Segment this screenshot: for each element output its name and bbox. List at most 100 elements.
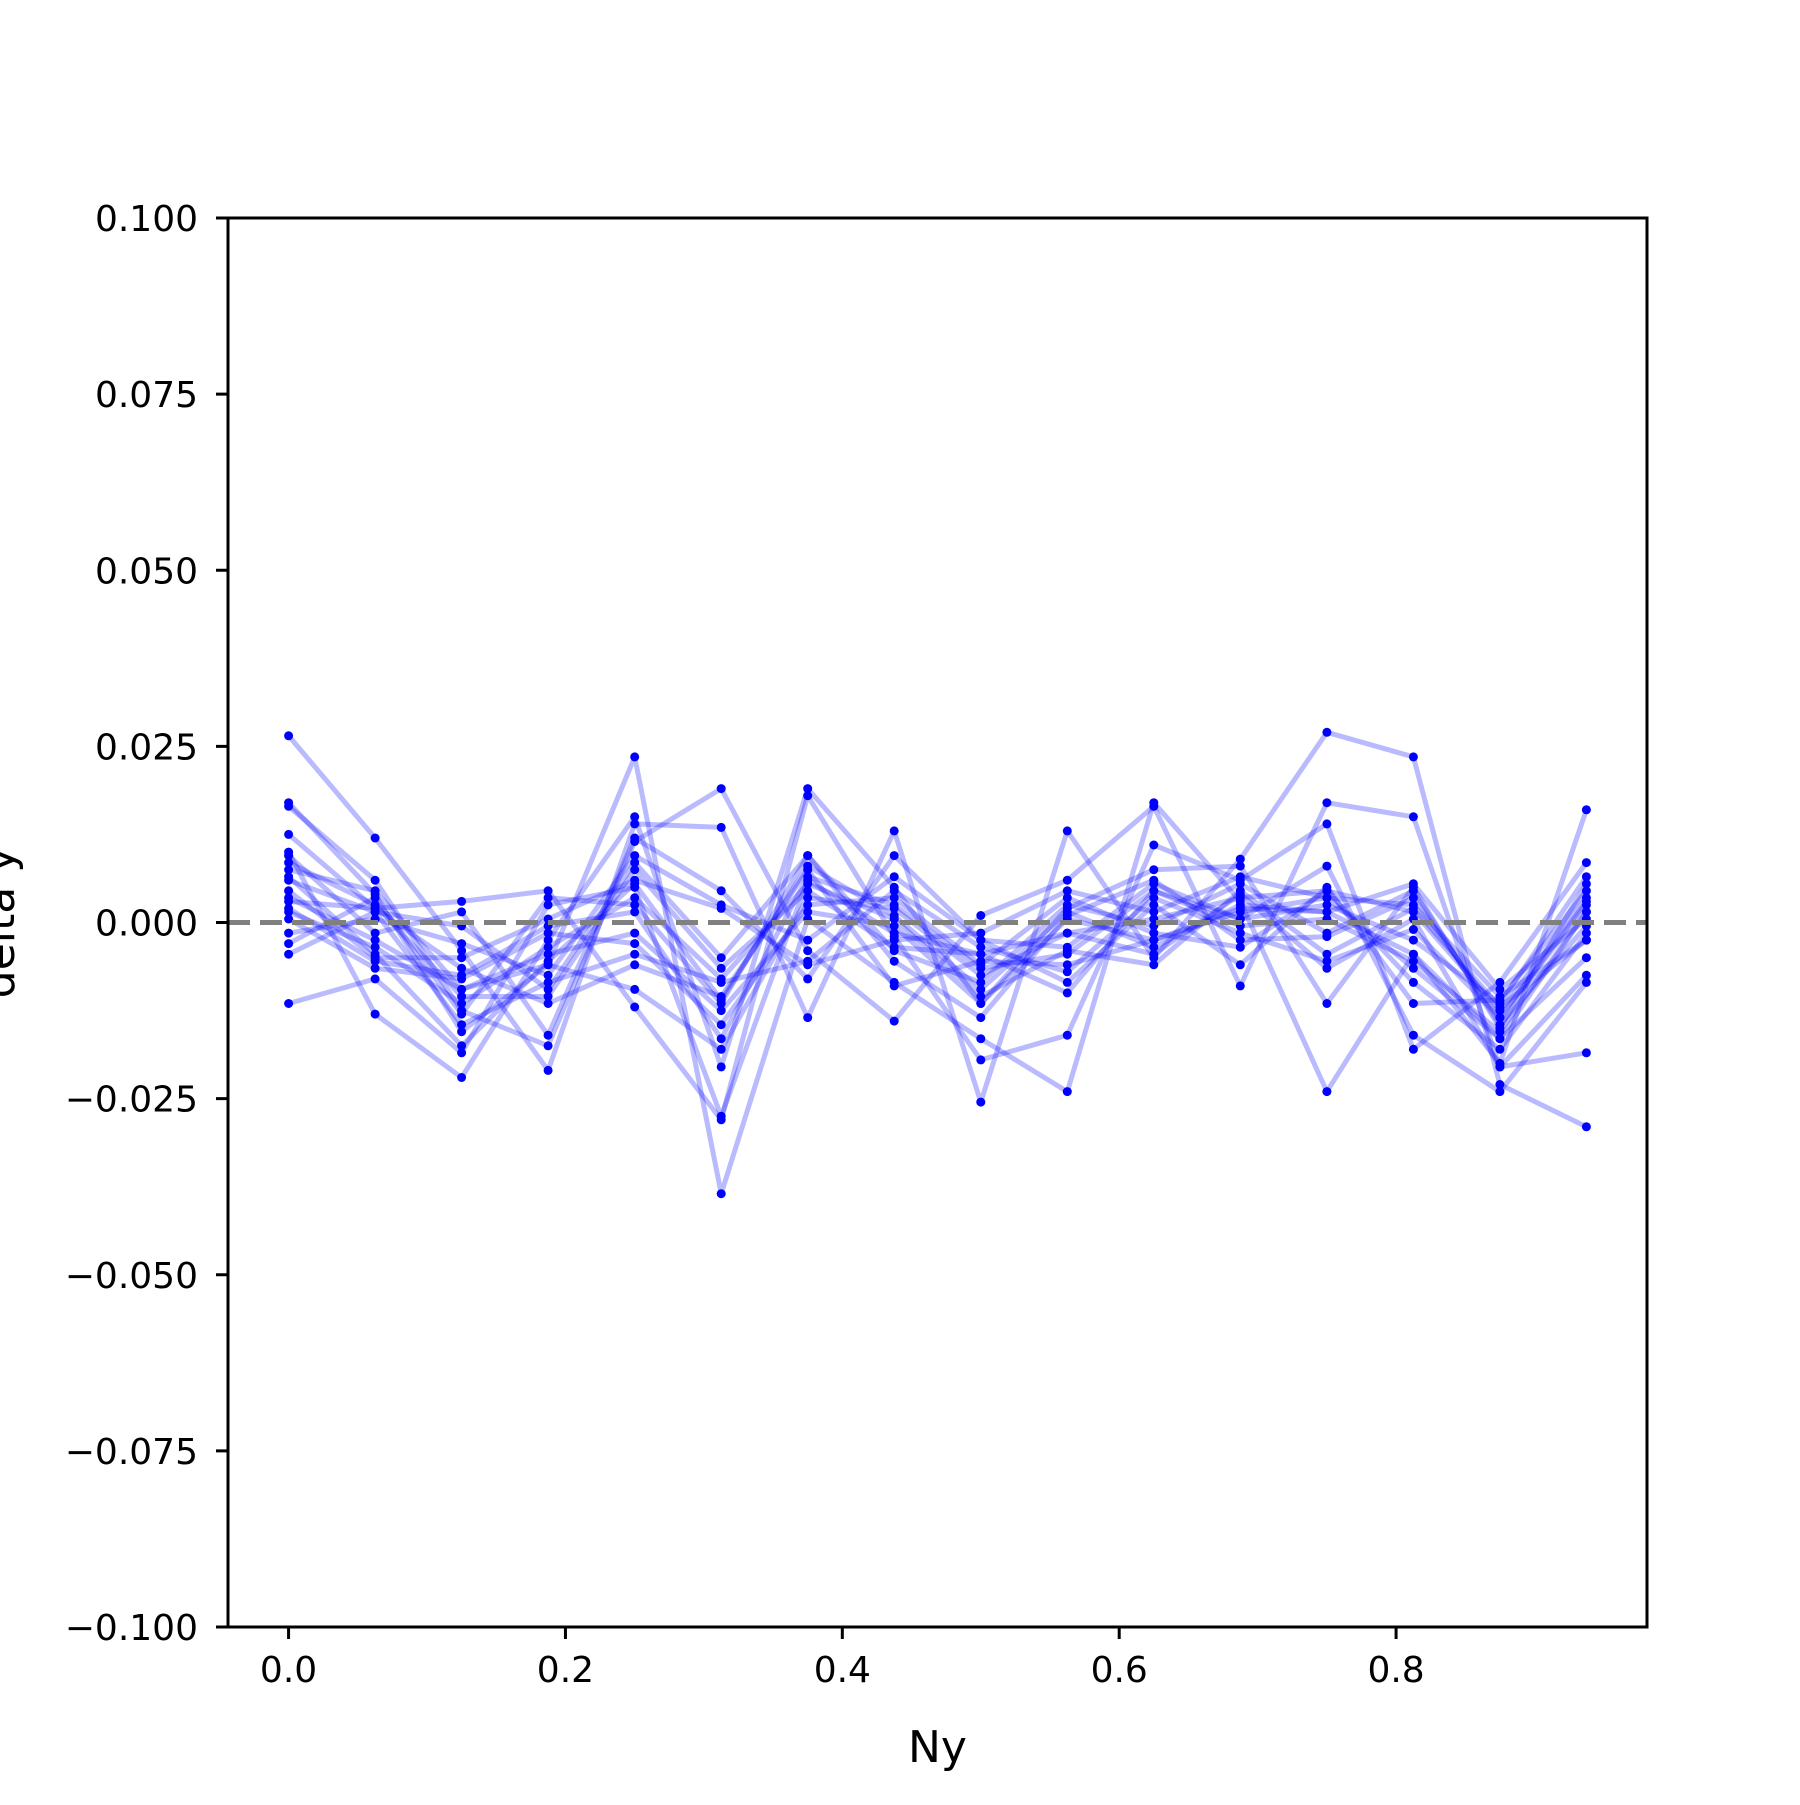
data-point: [370, 833, 380, 843]
data-point: [1322, 798, 1332, 808]
series-line-7: [286, 835, 1589, 1038]
data-point: [630, 939, 640, 949]
data-point: [889, 935, 899, 945]
data-point: [543, 999, 553, 1008]
data-point: [1062, 907, 1072, 917]
data-point: [1408, 900, 1418, 910]
data-point: [976, 1034, 986, 1044]
data-point: [370, 963, 380, 973]
data-point: [370, 974, 380, 984]
data-point: [1235, 886, 1245, 896]
data-point: [543, 1041, 553, 1051]
data-point: [716, 1062, 726, 1072]
data-point: [457, 992, 467, 1001]
y-tick-label: −0.100: [65, 1608, 198, 1649]
data-point: [1581, 935, 1591, 945]
data-point: [457, 1009, 467, 1019]
series-line-19: [287, 874, 1589, 1042]
data-point: [803, 784, 813, 794]
data-point: [1235, 935, 1245, 945]
data-point: [1408, 935, 1418, 945]
data-point: [457, 984, 467, 994]
data-point: [457, 953, 467, 963]
data-point: [1581, 953, 1591, 963]
data-point: [889, 886, 899, 896]
data-point: [803, 851, 813, 861]
data-point: [370, 956, 380, 966]
data-point: [1149, 879, 1159, 889]
data-point: [284, 858, 294, 868]
data-point: [1495, 992, 1505, 1001]
data-point: [1495, 1080, 1505, 1089]
data-point: [1062, 977, 1072, 987]
data-point: [976, 928, 986, 938]
data-point: [1408, 1044, 1418, 1054]
data-point: [889, 851, 899, 861]
data-point: [284, 801, 294, 811]
data-point: [1322, 956, 1332, 966]
data-point: [1581, 805, 1591, 815]
data-point: [716, 1189, 726, 1199]
data-point: [1322, 928, 1332, 938]
data-point: [457, 946, 467, 956]
y-tick-label: 0.000: [95, 904, 198, 945]
data-point: [1062, 949, 1072, 959]
data-point: [889, 911, 899, 920]
data-point: [630, 949, 640, 959]
series-line-8: [288, 867, 1589, 1070]
y-axis-label: delta y: [0, 847, 25, 998]
data-point: [1149, 801, 1159, 811]
data-point: [1235, 900, 1245, 910]
data-point: [1581, 872, 1591, 882]
data-point: [976, 1097, 986, 1107]
data-point: [1408, 977, 1418, 987]
data-point: [1062, 875, 1072, 885]
data-point: [1235, 981, 1245, 991]
data-point: [543, 942, 553, 952]
data-point: [1149, 960, 1159, 970]
series-layer: [284, 727, 1591, 1199]
data-point: [1235, 872, 1245, 882]
data-point: [716, 953, 726, 963]
data-point: [803, 956, 813, 966]
y-tick-label: −0.075: [65, 1432, 198, 1473]
data-point: [457, 1041, 467, 1051]
data-point: [1235, 942, 1245, 952]
data-point: [1581, 879, 1591, 889]
data-point: [1062, 960, 1072, 970]
data-point: [1149, 942, 1159, 952]
data-point: [1581, 886, 1591, 896]
data-point: [976, 970, 986, 980]
y-axis-ticks: −0.100 −0.075 −0.050 −0.025 0.000 0.025 0.050 0…: [65, 199, 228, 1649]
data-point: [1495, 1034, 1505, 1044]
data-point: [1322, 999, 1332, 1008]
data-point: [1581, 977, 1591, 987]
data-point: [630, 900, 640, 910]
series-line-3: [286, 786, 1587, 1070]
series-line-4: [286, 793, 1589, 1123]
data-point: [543, 956, 553, 966]
data-point: [1235, 960, 1245, 970]
data-point: [716, 822, 726, 832]
data-point: [803, 974, 813, 984]
data-point: [1495, 1006, 1505, 1016]
data-point: [976, 1055, 986, 1065]
x-axis-label: Ny: [908, 1722, 967, 1773]
data-point: [457, 999, 467, 1008]
data-point: [284, 903, 294, 913]
data-point: [1322, 861, 1332, 871]
y-tick-label: 0.050: [95, 551, 198, 592]
data-point: [1149, 928, 1159, 938]
data-point: [1495, 1062, 1505, 1072]
x-axis-ticks: 0.0 0.2 0.4 0.6 0.8: [260, 1627, 1425, 1691]
data-point: [370, 900, 380, 910]
data-point: [1062, 942, 1072, 952]
data-point: [1235, 879, 1245, 889]
data-point: [976, 984, 986, 994]
data-point: [630, 851, 640, 861]
data-point: [1149, 949, 1159, 959]
data-point: [1322, 1087, 1332, 1097]
data-point: [543, 935, 553, 945]
x-tick-label: 0.2: [537, 1650, 594, 1691]
data-point: [716, 886, 726, 896]
